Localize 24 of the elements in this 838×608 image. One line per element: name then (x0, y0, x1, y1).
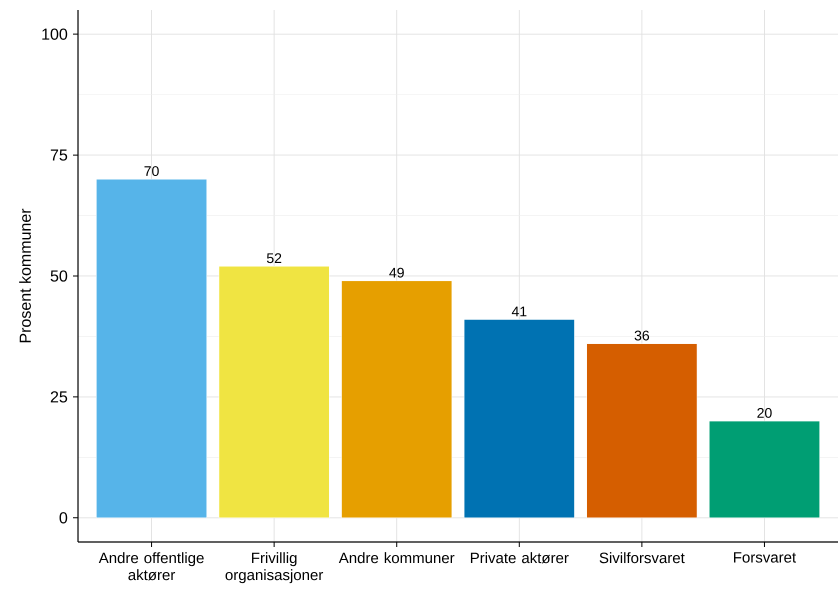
x-tick-label: Frivillig organisasjoner (226, 552, 324, 584)
y-tick-label: 75 (50, 149, 68, 161)
data-label: 70 (144, 166, 159, 176)
y-tick-label: 50 (50, 270, 68, 282)
bar (464, 319, 575, 518)
bar (96, 179, 207, 518)
bar (709, 420, 820, 518)
data-label: 49 (389, 268, 404, 278)
y-axis-title: Prosent kommuner (19, 208, 31, 342)
x-tick-label: Forsvaret (734, 552, 796, 563)
data-label: 52 (266, 253, 282, 264)
x-tick-label: Andre offentlige aktører (98, 552, 204, 580)
x-tick-label: Sivilforsvaret (600, 552, 685, 564)
data-label: 20 (757, 408, 772, 418)
y-tick-label: 100 (42, 28, 68, 40)
data-label: 36 (634, 330, 650, 340)
bar (218, 266, 330, 518)
x-tick-label: Andre kommuner (338, 552, 454, 564)
bar (586, 343, 698, 518)
data-label: 41 (512, 306, 526, 316)
x-tick-label: Private aktører (470, 552, 569, 564)
bar (341, 280, 452, 518)
y-tick-label: 25 (50, 391, 68, 403)
y-tick-label: 0 (60, 512, 68, 524)
